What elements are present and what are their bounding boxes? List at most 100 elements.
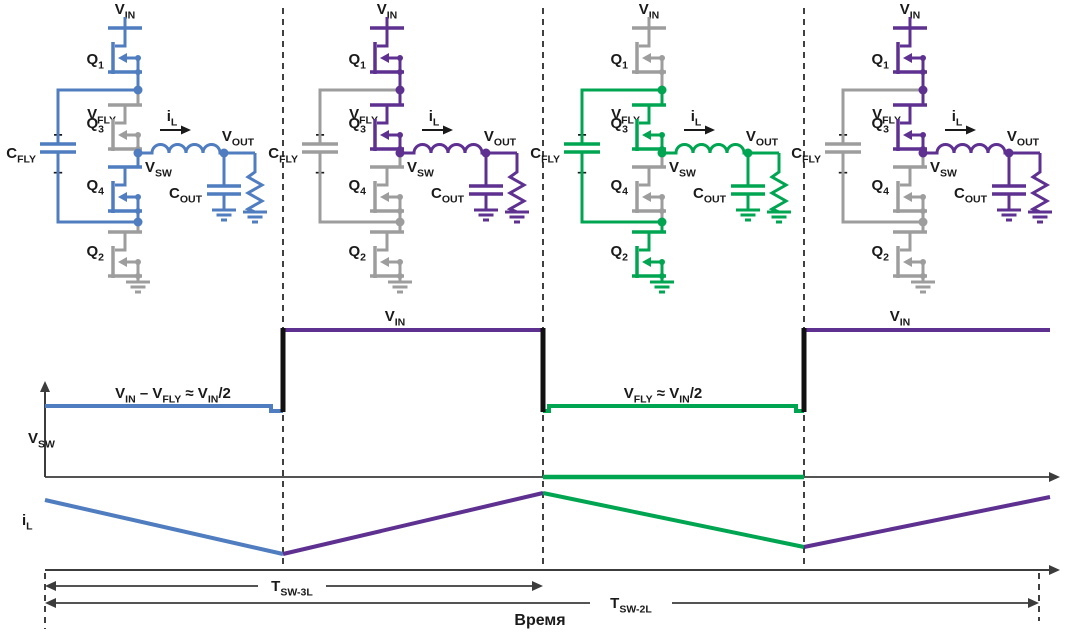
mosfet-q3 bbox=[632, 103, 666, 153]
junction-dot bbox=[135, 259, 141, 265]
mosfet-q4 bbox=[370, 165, 404, 222]
cfly-label: CFLY bbox=[791, 145, 821, 166]
level-label-vin-1: VIN bbox=[385, 308, 406, 329]
il-trace-green bbox=[542, 491, 805, 549]
output-network bbox=[662, 143, 791, 224]
vin-label: VIN bbox=[639, 1, 660, 22]
output-network bbox=[923, 143, 1052, 224]
mosfet-arrow-icon bbox=[380, 130, 389, 140]
wire bbox=[639, 105, 651, 125]
node-vsw-dot bbox=[395, 148, 405, 158]
tsw-2l-label: TSW-2L bbox=[610, 595, 652, 616]
vout-label: VOUT bbox=[746, 128, 779, 149]
wire bbox=[115, 105, 127, 125]
wire-cfly-b bbox=[580, 152, 662, 224]
vsw-node-label: VSW bbox=[145, 159, 172, 180]
flying-capacitor bbox=[302, 88, 400, 224]
junction-dot bbox=[920, 194, 926, 200]
q4-label: Q4 bbox=[610, 177, 628, 198]
junction-dot bbox=[135, 132, 141, 138]
q4-label: Q4 bbox=[871, 177, 889, 198]
ground-load-icon bbox=[1028, 210, 1052, 224]
tsw2l-right-arrowhead-icon bbox=[1028, 598, 1039, 608]
vsw-trace-green bbox=[543, 404, 804, 413]
junction-dot bbox=[135, 273, 141, 279]
node-vout-dot bbox=[481, 148, 491, 158]
flying-capacitor bbox=[564, 88, 662, 224]
output-network bbox=[400, 143, 529, 224]
mosfet-arrow-icon bbox=[118, 257, 127, 267]
junction-dot bbox=[397, 208, 403, 214]
cfly-label: CFLY bbox=[6, 145, 36, 166]
wire bbox=[115, 28, 127, 48]
mosfet-q1 bbox=[893, 26, 927, 90]
wire bbox=[115, 232, 127, 252]
q4-label: Q4 bbox=[86, 177, 104, 198]
q2-label: Q2 bbox=[86, 243, 104, 264]
il-label: iL bbox=[167, 108, 178, 129]
level-label-vin-2: VIN bbox=[890, 308, 911, 329]
level-label-vfly: VFLY ≈ VIN/2 bbox=[624, 385, 702, 406]
mosfet-q1 bbox=[632, 26, 666, 90]
junction-dot bbox=[397, 55, 403, 61]
junction-dot bbox=[920, 55, 926, 61]
junction-dot bbox=[135, 208, 141, 214]
vout-label: VOUT bbox=[1007, 128, 1040, 149]
node-a-dot bbox=[918, 85, 928, 95]
node-vout-dot bbox=[1004, 148, 1014, 158]
il-trace-purple-1 bbox=[282, 491, 544, 556]
mosfet-arrow-icon bbox=[380, 53, 389, 63]
mosfet-q4 bbox=[632, 165, 666, 222]
tsw-3l-label: TSW-3L bbox=[271, 578, 313, 599]
time-axis-label: Время bbox=[514, 612, 565, 629]
node-vsw-dot bbox=[657, 148, 667, 158]
il-arrowhead-icon bbox=[705, 125, 715, 135]
inductor bbox=[662, 143, 748, 155]
il-label: iL bbox=[691, 108, 702, 129]
junction-dot bbox=[659, 69, 665, 75]
il-label: iL bbox=[952, 108, 963, 129]
cout-label: COUT bbox=[169, 185, 203, 206]
junction-dot bbox=[659, 208, 665, 214]
il-label: iL bbox=[429, 108, 440, 129]
node-b-dot bbox=[657, 217, 667, 227]
junction-dot bbox=[920, 69, 926, 75]
junction-dot bbox=[397, 69, 403, 75]
wire bbox=[377, 232, 389, 252]
mosfet-q2 bbox=[370, 230, 404, 282]
junction-dot bbox=[397, 259, 403, 265]
tsw3l-right-arrowhead-icon bbox=[532, 581, 543, 591]
node-a-dot bbox=[133, 85, 143, 95]
wire-a-cfly bbox=[318, 88, 400, 144]
wire bbox=[900, 28, 912, 48]
q2-label: Q2 bbox=[871, 243, 889, 264]
vsw-node-label: VSW bbox=[407, 159, 434, 180]
junction-dot bbox=[397, 194, 403, 200]
tsw2l-left-arrowhead-icon bbox=[45, 598, 56, 608]
il-trace-blue bbox=[44, 498, 284, 556]
ground-q2-icon bbox=[388, 280, 412, 294]
cfly-label: CFLY bbox=[268, 145, 298, 166]
wire bbox=[900, 232, 912, 252]
time-axis-arrowhead-icon bbox=[1049, 565, 1060, 575]
wire-a-cfly bbox=[841, 88, 923, 144]
mosfet-arrow-icon bbox=[642, 130, 651, 140]
mosfet-arrow-icon bbox=[118, 53, 127, 63]
mosfet-q1 bbox=[108, 26, 142, 90]
ground-load-icon bbox=[505, 210, 529, 224]
cout-label: COUT bbox=[431, 185, 465, 206]
junction-dot bbox=[135, 194, 141, 200]
wire-cfly-b bbox=[318, 152, 400, 224]
vsw-vertical-arrowhead-icon bbox=[40, 381, 50, 392]
wire bbox=[377, 28, 389, 48]
q1-label: Q1 bbox=[86, 51, 104, 72]
tsw3l-left-arrowhead-icon bbox=[45, 581, 56, 591]
junction-dot bbox=[659, 132, 665, 138]
q3-label: Q3 bbox=[610, 115, 628, 136]
ground-cout-icon bbox=[997, 208, 1021, 222]
vout-label: VOUT bbox=[484, 128, 517, 149]
cfly-label: CFLY bbox=[530, 145, 560, 166]
